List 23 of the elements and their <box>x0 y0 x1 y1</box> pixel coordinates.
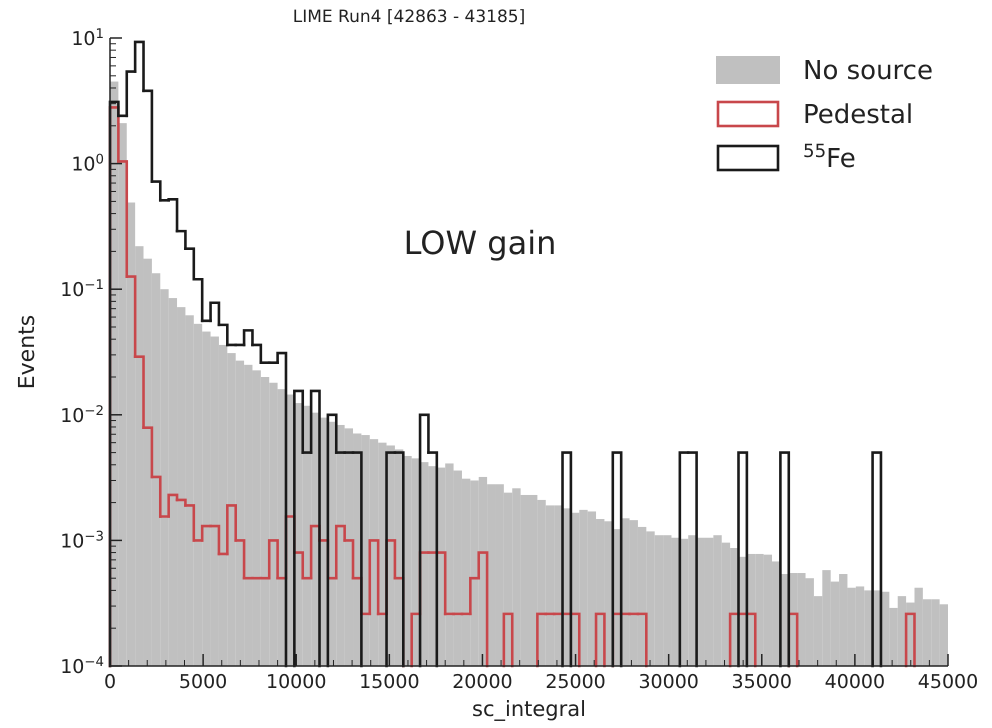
y-tick-label: 10$^{1}$ <box>71 26 104 50</box>
x-tick-label: 20000 <box>452 671 513 693</box>
legend-label: $^{55}$Fe <box>803 140 856 174</box>
y-tick-label: 10$^{−4}$ <box>60 654 104 678</box>
y-tick-label: 10$^{−3}$ <box>60 528 104 552</box>
annotation: LOW gain <box>404 224 556 262</box>
x-tick-label: 30000 <box>638 671 699 693</box>
x-tick-label: 35000 <box>732 671 792 693</box>
x-tick-label: 0 <box>104 671 116 693</box>
x-axis-title: sc_integral <box>472 697 586 721</box>
x-tick-label: 10000 <box>266 671 326 693</box>
x-tick-label: 25000 <box>545 671 606 693</box>
x-tick-label: 5000 <box>178 671 228 693</box>
legend-label: Pedestal <box>803 100 914 130</box>
y-axis-title: Events <box>15 314 40 390</box>
y-tick-label: 10$^{−2}$ <box>60 403 104 427</box>
x-tick-label: 45000 <box>918 671 978 693</box>
x-tick-label: 15000 <box>359 671 420 693</box>
chart-title: LIME Run4 [42863 - 43185] <box>292 7 526 27</box>
y-tick-label: 10$^{−1}$ <box>60 278 104 302</box>
legend-label: No source <box>803 56 933 86</box>
x-tick-label: 40000 <box>824 671 886 693</box>
y-tick-label: 10$^{0}$ <box>71 152 104 176</box>
